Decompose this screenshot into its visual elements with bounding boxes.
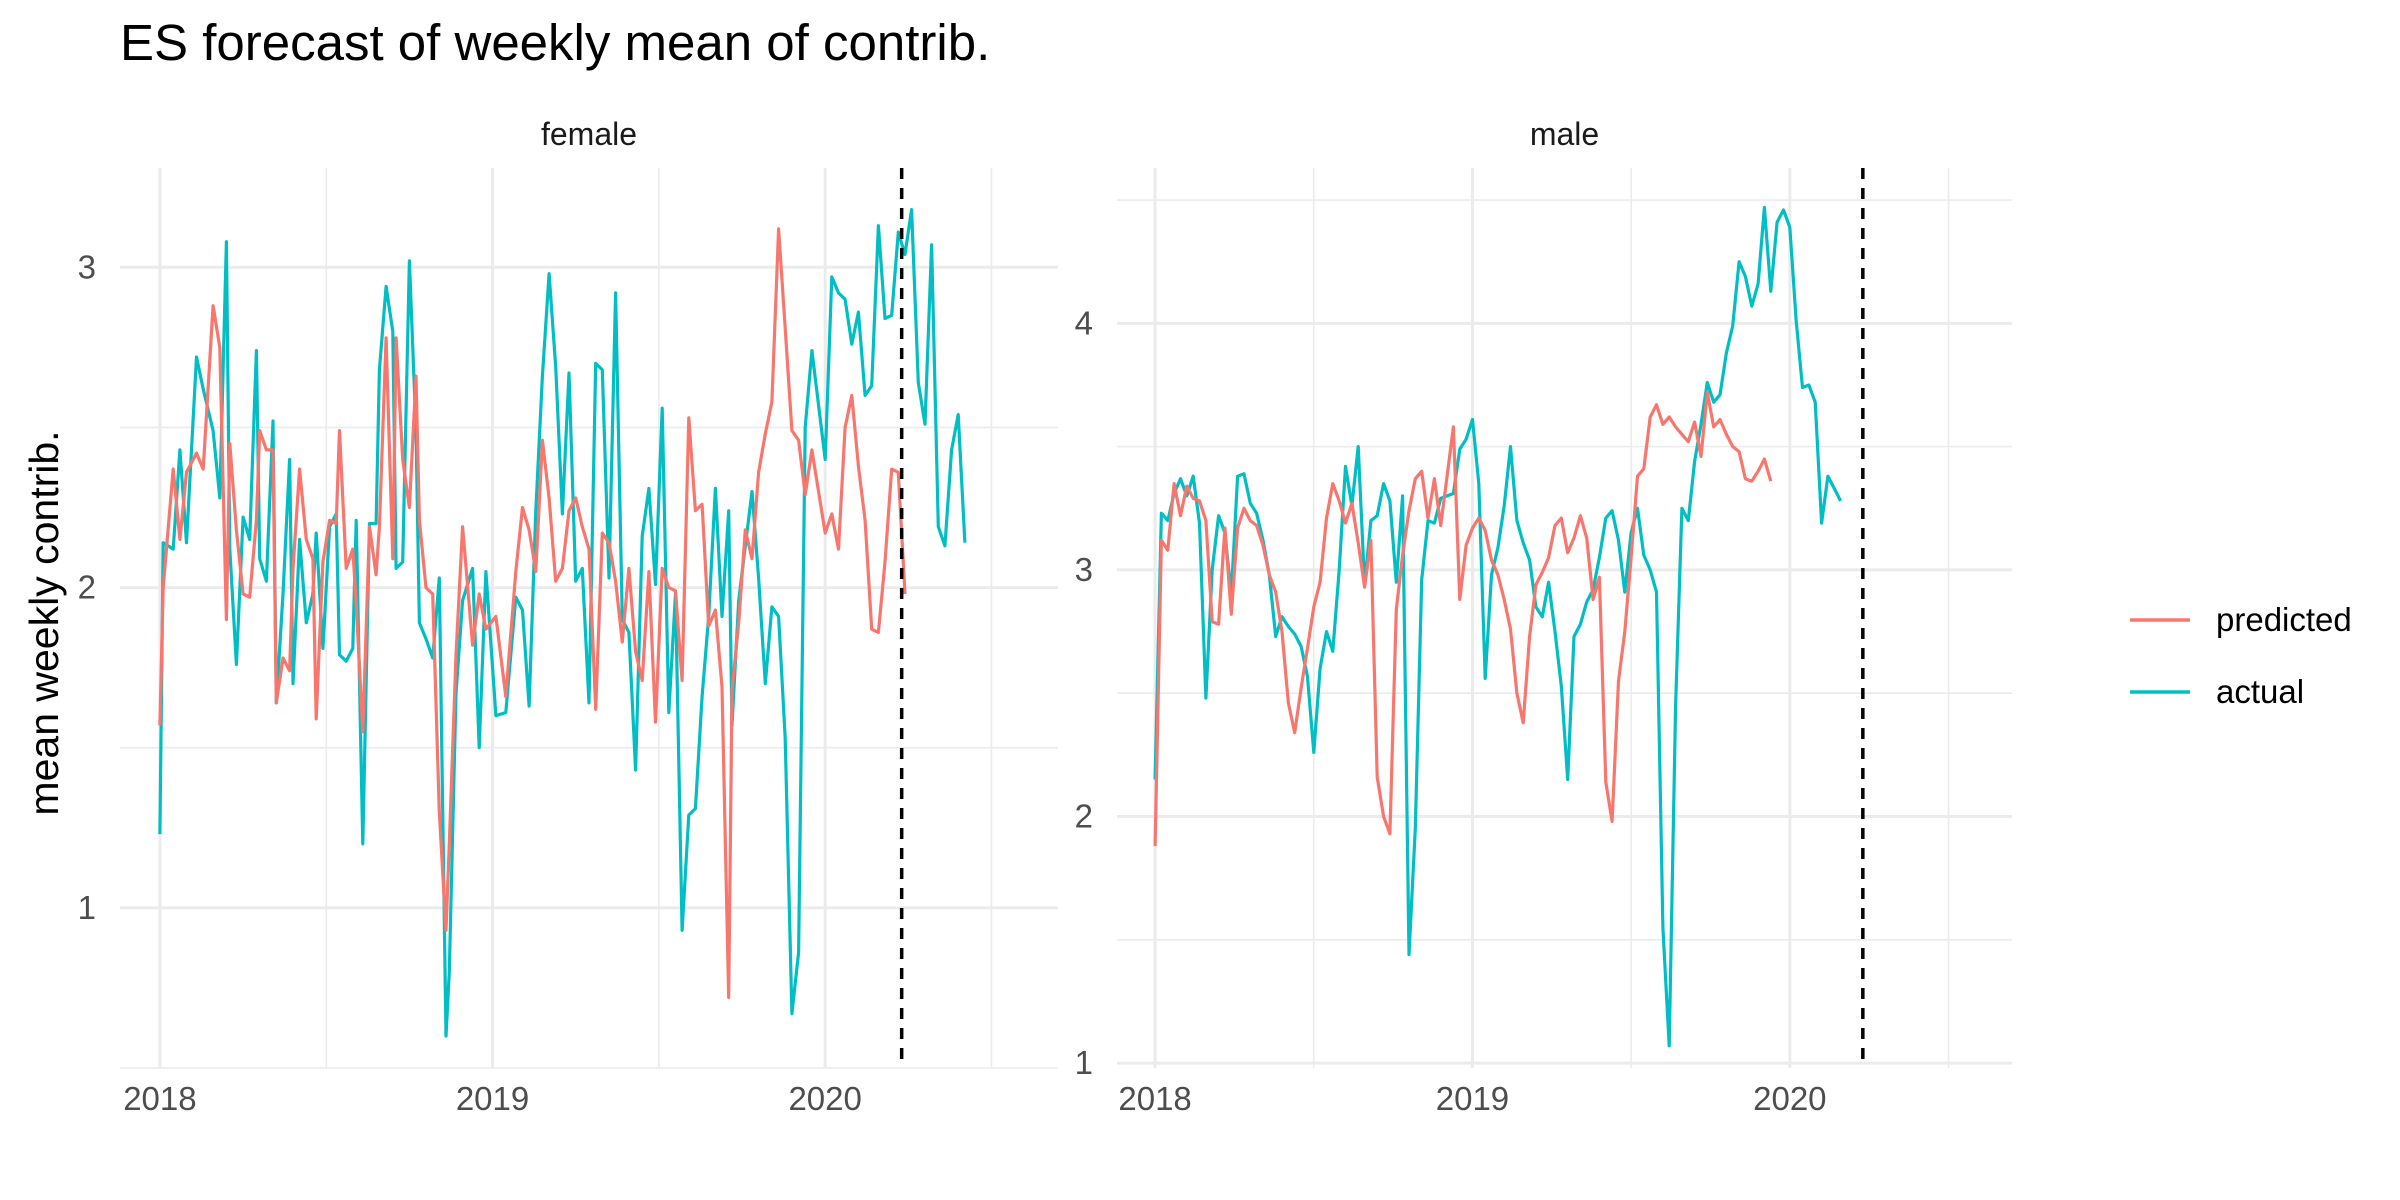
y-tick-label: 1 xyxy=(1075,1044,1093,1081)
series-line-predicted xyxy=(158,227,907,1000)
grid-minor xyxy=(120,168,1058,1069)
chart-title: ES forecast of weekly mean of contrib. xyxy=(120,14,990,71)
legend-label: actual xyxy=(2216,673,2304,710)
series-line-actual xyxy=(1153,205,1843,1048)
series-line-actual xyxy=(158,208,967,1038)
panel-male: male 1 2 3 4 2018 2019 2020 xyxy=(1075,116,2012,1117)
series-line-predicted xyxy=(1153,390,1773,847)
legend-item-predicted: predicted xyxy=(2130,601,2352,638)
x-tick-label: 2018 xyxy=(1118,1080,1191,1117)
panel-strip-label: male xyxy=(1530,116,1599,152)
y-axis-title: mean weekly contrib. xyxy=(21,430,67,815)
legend-label: predicted xyxy=(2216,601,2352,638)
legend: predicted actual xyxy=(2130,601,2352,710)
x-tick-label: 2020 xyxy=(788,1080,861,1117)
grid-major xyxy=(1117,168,2012,1068)
x-tick-label: 2019 xyxy=(1436,1080,1509,1117)
y-tick-label: 2 xyxy=(78,569,96,606)
y-tick-label: 3 xyxy=(1075,551,1093,588)
x-tick-label: 2018 xyxy=(123,1080,196,1117)
grid-minor xyxy=(1117,168,2012,1068)
x-tick-label: 2020 xyxy=(1753,1080,1826,1117)
legend-item-actual: actual xyxy=(2130,673,2304,710)
panel-female: female 1 2 3 2018 2019 2020 xyxy=(78,116,1058,1117)
y-tick-label: 1 xyxy=(78,889,96,926)
x-tick-label: 2019 xyxy=(456,1080,529,1117)
y-tick-label: 3 xyxy=(78,248,96,285)
y-tick-label: 2 xyxy=(1075,797,1093,834)
grid-major xyxy=(120,168,1058,1068)
y-tick-label: 4 xyxy=(1075,304,1093,341)
panel-strip-label: female xyxy=(541,116,637,152)
